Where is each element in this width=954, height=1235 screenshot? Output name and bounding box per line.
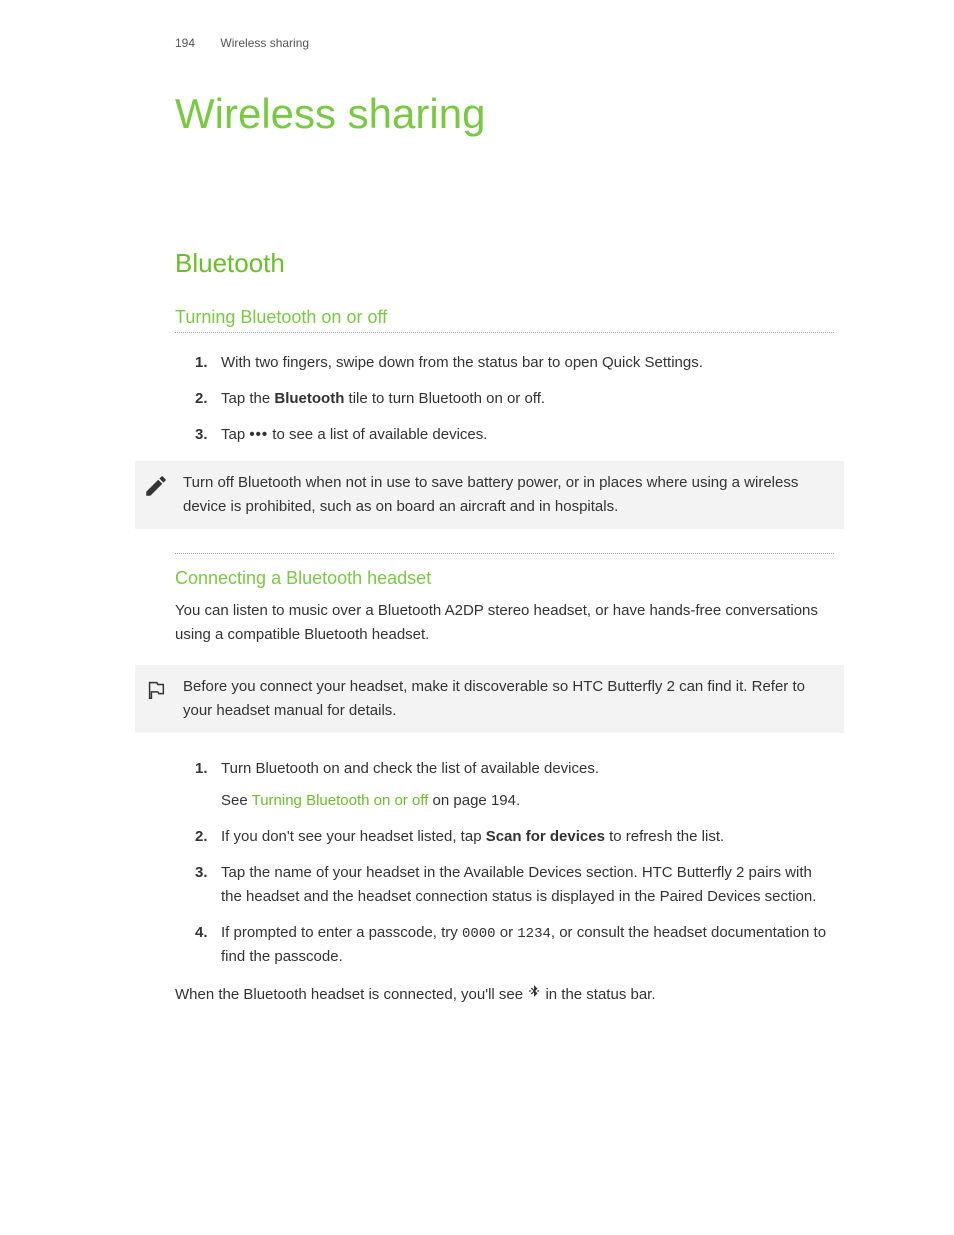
- step-item: Tap the Bluetooth tile to turn Bluetooth…: [195, 387, 834, 411]
- step-item: With two fingers, swipe down from the st…: [195, 351, 834, 375]
- bluetooth-connected-icon: [527, 983, 541, 1007]
- running-title: Wireless sharing: [220, 36, 309, 50]
- step-item: Tap the name of your headset in the Avai…: [195, 861, 834, 909]
- step-text: tile to turn Bluetooth on or off.: [344, 390, 545, 407]
- closing-paragraph: When the Bluetooth headset is connected,…: [175, 983, 834, 1007]
- step-sub-before: See: [221, 792, 252, 809]
- step-item: Tap ••• to see a list of available devic…: [195, 423, 834, 447]
- passcode: 1234: [517, 926, 551, 942]
- step-text: If prompted to enter a passcode, try: [221, 924, 462, 941]
- steps-list-2: Turn Bluetooth on and check the list of …: [195, 757, 834, 969]
- running-header: 194 Wireless sharing: [175, 36, 834, 50]
- more-dots-icon: •••: [249, 423, 268, 447]
- pencil-icon: [141, 471, 171, 501]
- note-flag: Before you connect your headset, make it…: [135, 665, 844, 733]
- step-text: to refresh the list.: [605, 828, 724, 845]
- step-text: Turn Bluetooth on and check the list of …: [221, 760, 599, 777]
- page-title: Wireless sharing: [175, 90, 834, 138]
- passcode: 0000: [462, 926, 496, 942]
- subsection-title-connecting-headset: Connecting a Bluetooth headset: [175, 568, 834, 589]
- step-item: If you don't see your headset listed, ta…: [195, 825, 834, 849]
- step-text: Tap the: [221, 390, 274, 407]
- step-bold: Bluetooth: [274, 390, 344, 407]
- step-sub: See Turning Bluetooth on or off on page …: [221, 789, 834, 813]
- note-text: Turn off Bluetooth when not in use to sa…: [183, 474, 798, 515]
- intro-paragraph: You can listen to music over a Bluetooth…: [175, 599, 834, 647]
- subsection-title-turning-on-off: Turning Bluetooth on or off: [175, 307, 834, 333]
- note-text: Before you connect your headset, make it…: [183, 678, 805, 719]
- note-tip: Turn off Bluetooth when not in use to sa…: [135, 461, 844, 529]
- step-item: Turn Bluetooth on and check the list of …: [195, 757, 834, 813]
- step-text: Tap: [221, 426, 249, 443]
- page-container: 194 Wireless sharing Wireless sharing Bl…: [0, 0, 954, 1065]
- step-bold: Scan for devices: [486, 828, 605, 845]
- page-number: 194: [175, 36, 195, 50]
- step-text: or: [496, 924, 518, 941]
- step-text: With two fingers, swipe down from the st…: [221, 354, 703, 371]
- closing-before: When the Bluetooth headset is connected,…: [175, 986, 527, 1003]
- step-item: If prompted to enter a passcode, try 000…: [195, 921, 834, 969]
- flag-icon: [141, 675, 171, 705]
- step-text: to see a list of available devices.: [268, 426, 487, 443]
- step-sub-after: on page 194.: [428, 792, 520, 809]
- step-text: If you don't see your headset listed, ta…: [221, 828, 486, 845]
- divider: [175, 553, 834, 554]
- closing-after: in the status bar.: [545, 986, 655, 1003]
- section-title-bluetooth: Bluetooth: [175, 248, 834, 279]
- steps-list-1: With two fingers, swipe down from the st…: [195, 351, 834, 447]
- cross-ref-link[interactable]: Turning Bluetooth on or off: [252, 792, 429, 809]
- step-text: Tap the name of your headset in the Avai…: [221, 864, 816, 905]
